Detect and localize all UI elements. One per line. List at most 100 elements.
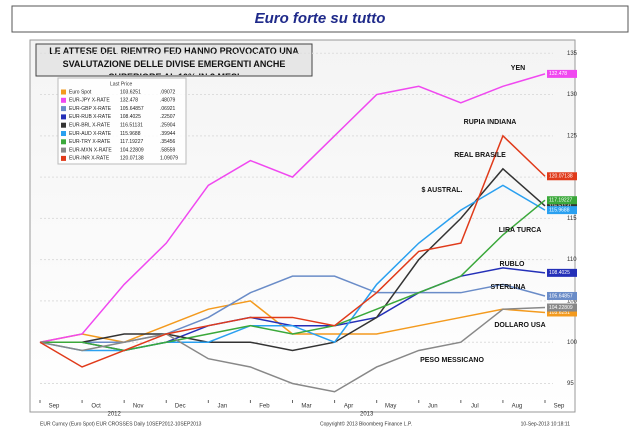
legend-swatch [61, 139, 66, 145]
legend-last: 117.19227 [120, 139, 143, 145]
value-tag-label: 117.19227 [549, 198, 572, 204]
value-tag [547, 206, 577, 215]
legend-name: EUR-GBP X-RATE [69, 106, 112, 112]
legend-last: 120.07138 [120, 156, 144, 162]
legend-change: 1.09079 [160, 156, 178, 162]
legend-change: .48079 [160, 98, 176, 104]
legend-swatch [61, 106, 66, 112]
legend-swatch [61, 155, 66, 161]
legend-swatch [61, 114, 66, 120]
legend-change: .35456 [160, 139, 176, 145]
year-label: 2013 [360, 412, 374, 418]
legend-name: EUR-RUB X-RATE [69, 114, 112, 120]
value-tag-label: 103.6251 [549, 310, 570, 316]
y-tick-label: 115 [567, 216, 577, 222]
year-label: 2012 [107, 412, 121, 418]
value-tag-label: 115.9688 [549, 207, 570, 213]
subtitle: LE ATTESE DEL RIENTRO FED HANNO PROVOCAT… [49, 46, 299, 75]
legend-name: EUR-AUD X-RATE [69, 131, 112, 137]
value-tag-label: 132.478 [549, 71, 567, 77]
legend-box [57, 77, 187, 165]
y-tick-label: 95 [567, 381, 574, 387]
x-tick-label: Dec [175, 404, 186, 410]
legend-swatch [61, 147, 66, 153]
legend-change: .22507 [160, 114, 176, 120]
legend-swatch [61, 97, 66, 103]
legend-swatch [61, 122, 66, 128]
footer-mid: Copyright© 2013 Bloomberg Finance L.P. [320, 420, 412, 427]
legend-last: 132.478 [120, 98, 138, 104]
x-tick-label: Jan [217, 404, 227, 410]
value-tag [547, 69, 577, 78]
footer-left: EUR Curncy (Euro Spot) EUR CROSSES Daily… [40, 421, 202, 427]
annotation: RUPIA INDIANA [464, 119, 517, 126]
annotation: RUBLO [500, 261, 525, 268]
annotation: REAL BRASILE [454, 152, 506, 159]
x-tick-label: Oct [91, 404, 101, 410]
value-tag-label: 105.64857 [549, 293, 573, 299]
legend-change: .39944 [160, 131, 176, 137]
annotation: $ AUSTRAL. [422, 187, 463, 194]
value-tag [547, 268, 577, 277]
y-tick-label: 105 [567, 299, 578, 305]
value-tag [547, 291, 577, 300]
legend-change: .06921 [160, 106, 176, 112]
legend-name: EUR-JPY X-RATE [69, 98, 110, 104]
x-tick-label: Feb [259, 404, 270, 410]
x-tick-label: Sep [554, 404, 565, 410]
legend-last: 115.9688 [120, 131, 141, 137]
y-tick-label: 135 [567, 51, 578, 57]
legend-name: Euro Spot [69, 89, 92, 95]
legend-last: 104.22809 [120, 147, 144, 153]
legend-last: 103.6251 [120, 89, 141, 95]
annotation: DOLLARO USA [494, 322, 545, 329]
annotation: STERLINA [491, 284, 526, 291]
x-tick-label: Jul [471, 404, 479, 410]
legend-name: EUR-TRY X-RATE [69, 139, 111, 145]
subtitle-box [35, 43, 313, 77]
legend-swatch [61, 131, 66, 136]
y-tick-label: 110 [567, 257, 577, 263]
x-tick-label: Apr [344, 404, 353, 410]
value-tag-label: 108.4025 [549, 270, 570, 276]
legend-change: .25904 [160, 123, 176, 129]
x-tick-label: May [385, 404, 396, 410]
footer-right: 10-Sep-2013 10:18:11 [521, 421, 571, 427]
legend-last: 116.51131 [120, 123, 143, 129]
annotation: PESO MESSICANO [420, 357, 484, 364]
title-box [11, 5, 629, 33]
legend-change: .58559 [160, 147, 176, 153]
legend-name: EUR-MXN X-RATE [69, 147, 112, 153]
chart-title: Euro forte su tutto [255, 10, 386, 27]
legend-name: EUR-INR X-RATE [69, 156, 110, 162]
x-tick-label: Jun [428, 404, 438, 410]
legend-title: Last Price [110, 81, 132, 87]
y-tick-label: 100 [567, 340, 578, 346]
legend-change: .09072 [160, 89, 176, 95]
annotation: LIRA TURCA [499, 227, 542, 234]
series-line [39, 306, 546, 393]
legend-last: 108.4025 [120, 114, 141, 120]
value-tag [547, 196, 577, 205]
legend-swatch [61, 89, 66, 95]
value-tag [547, 303, 577, 312]
subtitle-wrap: LE ATTESE DEL RIENTRO FED HANNO PROVOCAT… [49, 46, 299, 75]
y-tick-label: 130 [567, 92, 578, 98]
x-tick-label: Aug [512, 404, 523, 410]
annotation: YEN [511, 65, 525, 72]
x-tick-label: Sep [49, 404, 60, 410]
value-tag [547, 201, 577, 210]
x-tick-label: Mar [301, 404, 311, 410]
legend-name: EUR-BRL X-RATE [69, 123, 111, 129]
series-line [39, 73, 546, 343]
series-line [39, 134, 546, 368]
value-tag [547, 308, 577, 317]
value-tag-label: 120.07138 [549, 174, 573, 180]
series-line [40, 167, 546, 352]
y-tick-label: 125 [567, 133, 578, 139]
value-tag [547, 172, 577, 181]
value-tag-label: 104.22809 [549, 305, 573, 311]
x-tick-label: Nov [133, 404, 144, 410]
legend-last: 105.64857 [120, 106, 144, 112]
